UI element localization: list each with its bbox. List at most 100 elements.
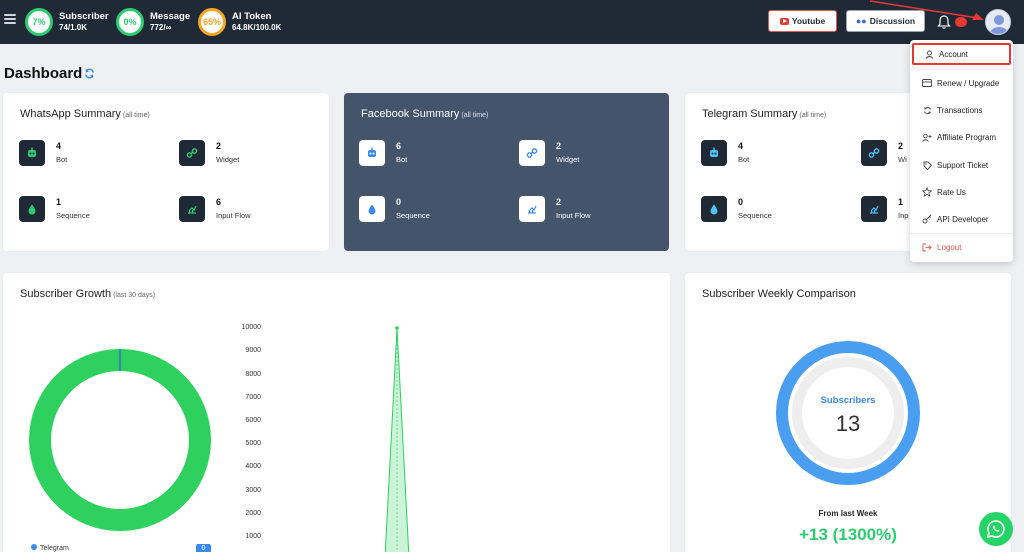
notification-badge	[955, 17, 967, 27]
ai-token-stat: 65% AI Token 64.8K/100.0K	[198, 8, 281, 36]
bot-stat: 6 Bot	[359, 140, 407, 166]
input-flow-stat: 1 Inp	[861, 196, 908, 222]
whatsapp-summary-card: WhatsApp Summary (all time) 4 Bot 2 Widget …	[3, 93, 329, 251]
bot-label: Bot	[56, 155, 68, 164]
y-tick: 6000	[245, 417, 261, 424]
top-bar: 7% Subscriber 74/1.0K 0% Message 772/∞ 6…	[0, 0, 1024, 44]
y-tick: 9000	[245, 347, 261, 354]
subscriber-stat: 7% Subscriber 74/1.0K	[25, 8, 109, 36]
avatar[interactable]	[985, 9, 1011, 35]
legend-count-badge: 0	[196, 544, 211, 552]
credit-card-icon	[922, 78, 932, 88]
tag-icon	[922, 160, 932, 170]
sequence-count: 1	[56, 197, 62, 207]
sequence-label: Sequence	[56, 211, 90, 220]
menu-item-label: Renew / Upgrade	[937, 78, 1000, 88]
input-flow-stat: 2 Input Flow	[519, 196, 591, 222]
bell-icon[interactable]	[937, 14, 951, 30]
youtube-button[interactable]: Youtube	[768, 10, 837, 32]
sequence-count: 0	[738, 197, 744, 207]
y-tick: 5000	[245, 440, 261, 447]
flow-chart-icon	[179, 196, 205, 222]
robot-icon	[701, 140, 727, 166]
weekly-ring-chart	[776, 341, 920, 485]
widget-label: Wi	[898, 155, 907, 164]
user-plus-icon	[922, 132, 932, 142]
stat-value: 64.8K/100.0K	[232, 23, 282, 32]
widget-stat: 2 Wi	[861, 140, 907, 166]
stat-title: Message	[150, 11, 191, 22]
input-flow-count: 2	[556, 197, 562, 207]
discussion-button[interactable]: ●● Discussion	[846, 10, 925, 32]
bot-label: Bot	[738, 155, 750, 164]
users-icon: ●●	[855, 16, 867, 26]
legend-label: Telegram	[40, 545, 69, 552]
bot-label: Bot	[396, 155, 408, 164]
legend-item-telegram[interactable]: Telegram	[31, 544, 69, 552]
ai-token-progress-ring: 65%	[198, 8, 226, 36]
subscriber-progress-ring: 7%	[25, 8, 53, 36]
y-tick: 10000	[241, 324, 261, 331]
bot-count: 4	[56, 141, 62, 151]
youtube-label: Youtube	[791, 16, 826, 26]
star-icon	[922, 187, 932, 197]
from-last-week-label: From last Week	[818, 509, 878, 518]
stat-title: AI Token	[232, 11, 272, 22]
input-flow-stat: 6 Input Flow	[179, 196, 251, 222]
bot-stat: 4 Bot	[701, 140, 749, 166]
menu-item-account[interactable]: Account	[912, 43, 1011, 65]
widget-label: Widget	[216, 155, 240, 164]
message-stat: 0% Message 772/∞	[116, 8, 190, 36]
menu-item-label: Logout	[937, 242, 962, 252]
stat-title: Subscriber	[59, 11, 109, 22]
weekly-change: +13 (1300%)	[799, 525, 897, 544]
menu-divider	[910, 233, 1013, 234]
refresh-icon[interactable]	[84, 68, 95, 79]
annotation-arrow	[869, 0, 984, 20]
card-title: WhatsApp Summary	[20, 108, 121, 120]
sequence-stat: 0 Sequence	[701, 196, 772, 222]
menu-item-affiliate-program[interactable]: Affiliate Program	[912, 126, 1011, 148]
droplet-icon	[359, 196, 385, 222]
link-icon	[861, 140, 887, 166]
sequence-count: 0	[396, 197, 402, 207]
menu-item-renew-upgrade[interactable]: Renew / Upgrade	[912, 72, 1011, 94]
stat-value: 772/∞	[150, 23, 172, 32]
menu-item-label: API Developer	[937, 214, 989, 224]
whatsapp-chat-button[interactable]	[979, 512, 1013, 546]
menu-item-rate-us[interactable]: Rate Us	[912, 181, 1011, 203]
youtube-icon	[779, 17, 789, 25]
sequence-label: Sequence	[396, 211, 430, 220]
widget-stat: 2 Widget	[179, 140, 239, 166]
widget-count: 2	[216, 141, 222, 151]
sequence-stat: 0 Sequence	[359, 196, 430, 222]
menu-item-label: Transactions	[937, 105, 983, 115]
y-tick: 1000	[245, 533, 261, 540]
input-flow-count: 1	[898, 197, 904, 207]
bot-stat: 4 Bot	[19, 140, 67, 166]
message-progress-ring: 0%	[116, 8, 144, 36]
sync-icon	[922, 105, 932, 115]
menu-item-support-ticket[interactable]: Support Ticket	[912, 154, 1011, 176]
robot-icon	[19, 140, 45, 166]
facebook-summary-card: Facebook Summary (all time) 6 Bot 2 Widget …	[344, 93, 669, 251]
y-tick: 8000	[245, 371, 261, 378]
menu-item-api-developer[interactable]: API Developer	[912, 208, 1011, 230]
robot-icon	[359, 140, 385, 166]
subscriber-growth-card: Subscriber Growth (last 30 days) Telegram…	[3, 273, 670, 552]
menu-toggle-icon[interactable]	[4, 14, 16, 24]
link-icon	[519, 140, 545, 166]
card-subtitle: (all time)	[799, 112, 827, 119]
legend-dot	[31, 544, 37, 550]
user-icon	[924, 49, 934, 59]
menu-divider	[910, 69, 1013, 70]
y-tick: 2000	[245, 510, 261, 517]
sequence-label: Sequence	[738, 211, 772, 220]
card-subtitle: (all time)	[461, 112, 489, 119]
discussion-label: Discussion	[869, 16, 916, 26]
weekly-comparison-card: Subscriber Weekly Comparison Subscribers…	[685, 273, 1011, 552]
menu-item-logout[interactable]: Logout	[912, 236, 1011, 258]
donut-segment-telegram	[29, 349, 211, 531]
menu-item-transactions[interactable]: Transactions	[912, 99, 1011, 121]
link-icon	[179, 140, 205, 166]
